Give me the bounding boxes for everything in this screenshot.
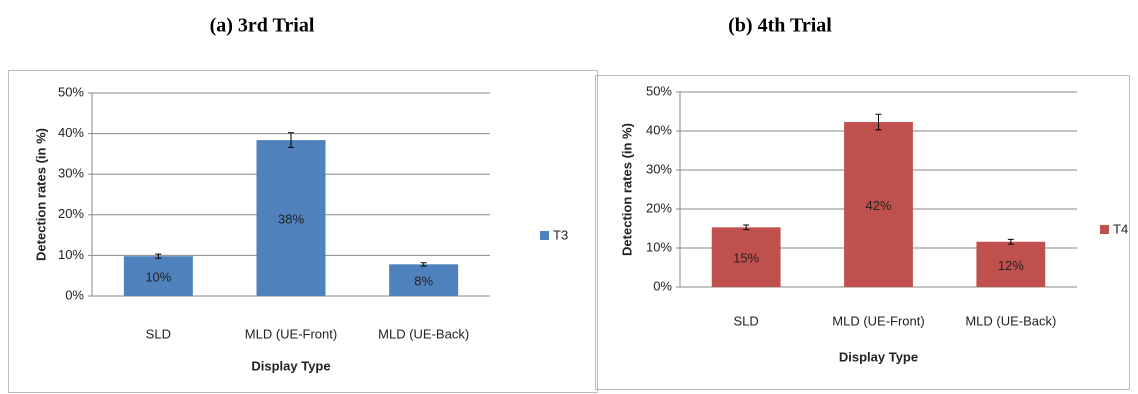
- y-axis-label: Detection rates (in %): [33, 128, 48, 261]
- legend-label: T3: [553, 227, 568, 242]
- y-tick-label: 50%: [646, 83, 672, 98]
- error-bar: [743, 224, 750, 231]
- y-tick-label: 40%: [646, 122, 672, 137]
- chart-frame: [595, 75, 1130, 390]
- error-bar: [420, 262, 427, 267]
- y-tick-label: 0%: [653, 278, 672, 293]
- y-tick-label: 10%: [58, 247, 84, 262]
- legend-label: T4: [1113, 221, 1128, 236]
- y-tick-label: 20%: [58, 206, 84, 221]
- data-label: 42%: [865, 198, 891, 213]
- x-tick-label: SLD: [734, 313, 759, 328]
- bar: [976, 241, 1046, 287]
- error-bar: [875, 113, 882, 131]
- bar: [123, 256, 193, 296]
- y-tick-label: 10%: [646, 239, 672, 254]
- y-tick-label: 30%: [646, 161, 672, 176]
- error-bar: [288, 132, 294, 148]
- data-label: 10%: [145, 270, 171, 285]
- x-axis-label: Display Type: [839, 349, 918, 364]
- chart-frame: [8, 70, 598, 393]
- x-axis-label: Display Type: [251, 358, 330, 373]
- x-tick-label: MLD (UE-Front): [832, 313, 924, 328]
- data-label: 12%: [998, 258, 1024, 273]
- chart-title: (a) 3rd Trial: [210, 15, 315, 37]
- data-label: 8%: [414, 274, 433, 289]
- y-tick-label: 50%: [58, 84, 84, 99]
- y-axis-label: Detection rates (in %): [619, 123, 634, 256]
- legend-swatch: [1100, 225, 1109, 234]
- y-tick-label: 40%: [58, 125, 84, 140]
- x-tick-label: MLD (UE-Back): [378, 326, 469, 341]
- error-bar: [1007, 238, 1014, 245]
- y-tick-label: 30%: [58, 166, 84, 181]
- y-tick-label: 0%: [65, 287, 84, 302]
- chart-title: (b) 4th Trial: [728, 15, 832, 37]
- data-label: 38%: [278, 211, 304, 226]
- bar: [711, 227, 781, 287]
- data-label: 15%: [733, 251, 759, 266]
- x-tick-label: SLD: [146, 326, 171, 341]
- x-tick-label: MLD (UE-Back): [965, 313, 1056, 328]
- error-bar: [155, 253, 162, 259]
- bar: [389, 264, 459, 296]
- bar: [256, 140, 326, 296]
- y-tick-label: 20%: [646, 200, 672, 215]
- bar: [844, 122, 913, 287]
- x-tick-label: MLD (UE-Front): [245, 326, 337, 341]
- legend-swatch: [540, 231, 549, 240]
